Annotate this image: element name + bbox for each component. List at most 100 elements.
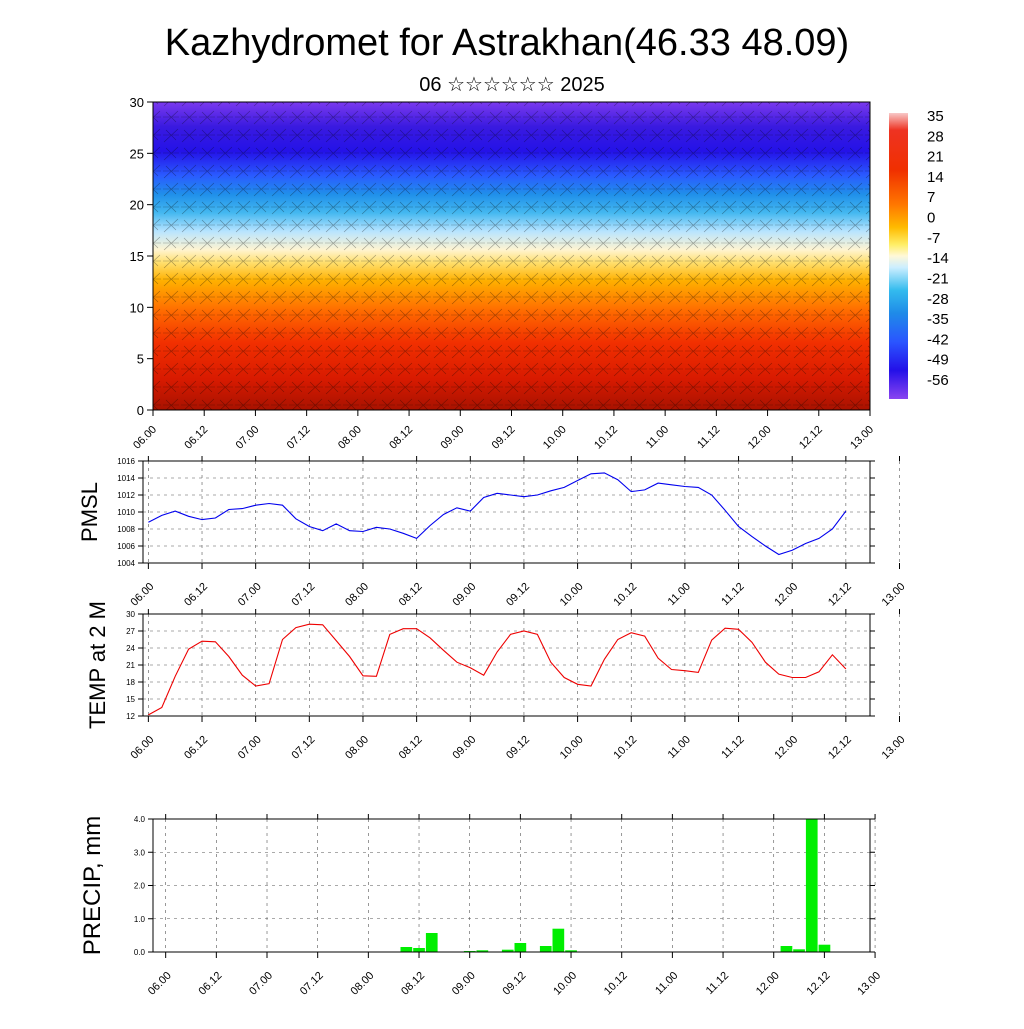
cross-section-y-tick-label: 30 <box>130 95 144 110</box>
colorbar-label: 28 <box>927 128 944 145</box>
p2-y-tick-label: 1014 <box>117 474 135 483</box>
p4-x-tick-label: 11.00 <box>653 970 680 997</box>
p4-bar <box>425 933 438 952</box>
p4-x-tick-label: 06.12 <box>197 970 225 998</box>
cross-section-x-tick-label: 12.00 <box>746 424 774 452</box>
cross-section-x-tick-label: 10.00 <box>541 424 569 452</box>
p3-x-tick-label: 06.12 <box>182 734 210 762</box>
p2-x-tick-label: 10.00 <box>558 581 586 609</box>
p3-y-axis-label: TEMP at 2 M <box>85 601 110 729</box>
cross-section-x-tick-label: 09.12 <box>490 424 518 452</box>
p2-x-tick-label: 06.00 <box>129 581 157 609</box>
p2-series-line <box>148 472 847 556</box>
p4-bar <box>780 946 793 952</box>
p2-y-axis-label: PMSL <box>77 482 102 542</box>
p3-x-tick-label: 08.00 <box>343 734 371 762</box>
p2-x-tick-label: 10.12 <box>611 581 639 609</box>
colorbar-label: -28 <box>927 291 949 308</box>
p2-x-tick-label: 08.00 <box>343 581 371 609</box>
colorbar-label: -49 <box>927 352 949 369</box>
cross-section-x-tick-label: 07.12 <box>285 424 313 452</box>
colorbar-label: -35 <box>927 311 949 328</box>
cross-section-x-tick-label: 07.00 <box>234 424 262 452</box>
p4-y-tick-label: 2.0 <box>134 882 146 891</box>
p4-x-tick-label: 08.12 <box>399 970 427 998</box>
temp-panel: 12 15 18 21 24 27 30 06.00 06.12 07.00 07.12 08.00 0… <box>85 601 908 762</box>
p4-x-tick-label: 07.12 <box>298 970 326 998</box>
cross-section-x-tick-label: 08.00 <box>336 424 364 452</box>
colorbar-label: 0 <box>927 210 935 227</box>
p2-y-tick-label: 1010 <box>117 508 135 517</box>
p3-x-tick-label: 12.12 <box>826 734 854 762</box>
cross-section-x-tick-label: 12.12 <box>797 424 825 452</box>
p2-x-tick-label: 07.12 <box>289 581 317 609</box>
colorbar-label: 35 <box>927 108 944 125</box>
p4-x-tick-label: 08.00 <box>349 970 377 998</box>
p4-bar <box>793 949 805 952</box>
p4-x-tick-label: 06.00 <box>146 970 174 998</box>
p4-frame <box>152 818 871 953</box>
p3-series-line <box>148 623 847 716</box>
p3-x-tick-label: 07.12 <box>289 734 317 762</box>
p3-frame <box>142 613 871 717</box>
colorbar-label: 14 <box>927 169 944 186</box>
p4-x-tick-label: 10.12 <box>602 970 630 998</box>
p3-x-tick-label: 12.00 <box>772 734 800 762</box>
p4-bar <box>413 948 425 952</box>
cross-section-x-tick-label: 11.12 <box>695 424 722 451</box>
p3-y-tick-label: 21 <box>126 661 135 670</box>
page-subtitle: 06 ☆☆☆☆☆☆ 2025 <box>419 74 604 96</box>
colorbar-label: -42 <box>927 331 949 348</box>
p4-x-tick-label: 12.12 <box>805 970 833 998</box>
p3-y-tick-label: 24 <box>126 644 135 653</box>
colorbar-labels: 35 28 21 14 7 0 -7 -14 -21 -28 -35 -42 -49 -56 <box>927 108 949 389</box>
cross-section-y-tick-label: 5 <box>137 352 144 367</box>
p3-y-tick-label: 27 <box>126 627 135 636</box>
p2-y-tick-label: 1006 <box>117 542 135 551</box>
p4-x-tick-label: 13.00 <box>855 970 883 998</box>
p2-y-tick-label: 1012 <box>117 491 135 500</box>
p3-y-tick-label: 30 <box>126 610 135 619</box>
cross-section-frame <box>152 101 871 411</box>
colorbar-label: 21 <box>927 149 944 166</box>
p4-bar <box>400 947 413 952</box>
colorbar-label: -21 <box>927 270 949 287</box>
p2-x-tick-label: 07.00 <box>236 581 264 609</box>
p3-y-tick-label: 18 <box>126 678 135 687</box>
p2-frame <box>142 460 871 564</box>
colorbar-label: 7 <box>927 189 935 206</box>
wind-barbs-overlay <box>153 102 870 410</box>
cross-section-x-tick-label: 06.00 <box>131 424 159 452</box>
cross-section-x-tick-label: 10.12 <box>592 424 620 452</box>
p2-x-tick-label: 12.00 <box>772 581 800 609</box>
cross-section-y-tick-label: 20 <box>130 198 144 213</box>
p2-x-tick-label: 11.12 <box>719 581 746 608</box>
p2-y-tick-label: 1008 <box>117 525 135 534</box>
p3-x-tick-label: 10.12 <box>611 734 639 762</box>
p2-y-tick-label: 1004 <box>117 559 135 568</box>
p3-x-tick-label: 09.12 <box>504 734 532 762</box>
p4-bar <box>514 943 527 952</box>
cross-section-x-tick-label: 11.00 <box>644 424 671 451</box>
p4-x-tick-label: 07.00 <box>247 970 275 998</box>
p3-y-tick-label: 15 <box>126 695 135 704</box>
p3-x-tick-label: 09.00 <box>450 734 478 762</box>
p3-y-tick-label: 12 <box>126 712 135 721</box>
p2-x-tick-label: 09.12 <box>504 581 532 609</box>
p4-x-tick-label: 09.00 <box>450 970 478 998</box>
cross-section-x-tick-label: 08.12 <box>387 424 415 452</box>
p2-x-tick-label: 13.00 <box>880 581 908 609</box>
p4-bar <box>805 819 818 952</box>
colorbar: 35 28 21 14 7 0 -7 -14 -21 -28 -35 -42 -49 -56 <box>889 108 949 399</box>
cross-section-x-tick-label: 09.00 <box>438 424 466 452</box>
cross-section-x-tick-label: 06.12 <box>182 424 210 452</box>
p4-x-tick-label: 11.12 <box>704 970 731 997</box>
p4-bar <box>818 944 831 952</box>
p3-x-tick-label: 06.00 <box>129 734 157 762</box>
p3-x-tick-label: 11.00 <box>666 734 693 761</box>
pmsl-panel: 1004 1006 1008 1010 1012 1014 1016 06.00 06.12 07… <box>77 456 908 609</box>
p3-x-tick-label: 11.12 <box>719 734 746 761</box>
p2-x-tick-label: 09.00 <box>450 581 478 609</box>
colorbar-scale <box>889 113 908 399</box>
